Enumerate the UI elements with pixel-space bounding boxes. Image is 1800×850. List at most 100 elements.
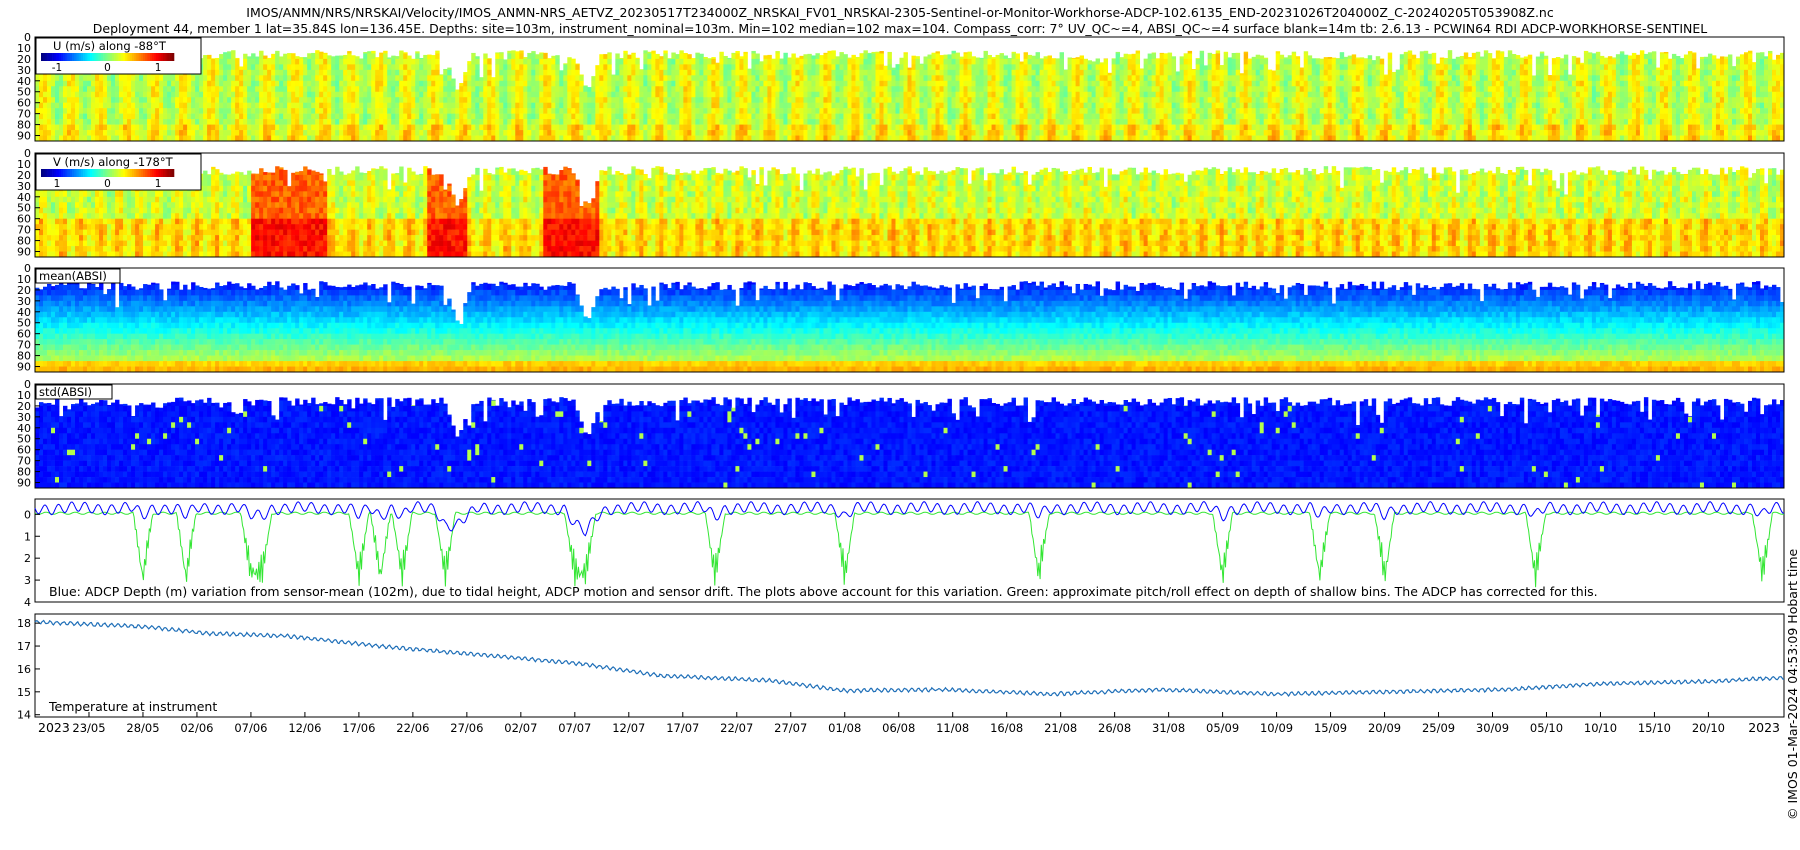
heatmap-cell	[211, 114, 215, 120]
heatmap-cell	[347, 81, 351, 87]
heatmap-cell	[395, 86, 399, 92]
heatmap-cell	[59, 125, 63, 131]
heatmap-cell	[271, 119, 275, 125]
heatmap-cell	[315, 75, 319, 81]
heatmap-cell	[131, 114, 135, 120]
heatmap-cell	[59, 75, 63, 81]
heatmap-cell	[107, 114, 111, 120]
heatmap-cell	[299, 119, 303, 125]
heatmap-cell	[323, 136, 327, 142]
heatmap-cell	[231, 108, 235, 114]
heatmap-cell	[147, 92, 151, 98]
heatmap-cell	[391, 119, 395, 125]
heatmap-cell	[191, 114, 195, 120]
heatmap-cell	[279, 56, 283, 59]
heatmap-cell	[359, 125, 363, 131]
heatmap-cell	[259, 119, 263, 125]
heatmap-cell	[67, 92, 71, 98]
heatmap-cell	[387, 70, 391, 76]
heatmap-cell	[107, 119, 111, 125]
heatmap-cell	[95, 97, 99, 103]
heatmap-cell	[119, 119, 123, 125]
heatmap-cell	[411, 108, 415, 114]
heatmap-cell	[187, 136, 191, 142]
heatmap-cell	[91, 119, 95, 125]
heatmap-cell	[327, 81, 331, 87]
heatmap-cell	[183, 119, 187, 125]
heatmap-cell	[339, 86, 343, 92]
heatmap-cell	[251, 119, 255, 125]
heatmap-cell	[395, 108, 399, 114]
heatmap-cell	[283, 108, 287, 114]
heatmap-cell	[295, 86, 299, 92]
heatmap-cell	[375, 114, 379, 120]
heatmap-cell	[43, 97, 47, 103]
heatmap-cell	[271, 70, 275, 76]
heatmap-cell	[75, 119, 79, 125]
heatmap-cell	[235, 92, 239, 98]
heatmap-cell	[359, 81, 363, 87]
heatmap-cell	[323, 119, 327, 125]
heatmap-cell	[327, 119, 331, 125]
heatmap-cell	[243, 114, 247, 120]
heatmap-cell	[331, 97, 335, 103]
heatmap-cell	[223, 86, 227, 92]
heatmap-cell	[291, 75, 295, 81]
heatmap-cell	[299, 86, 303, 92]
heatmap-cell	[283, 136, 287, 142]
heatmap-cell	[383, 103, 387, 109]
heatmap-cell	[203, 55, 207, 59]
heatmap-cell	[331, 119, 335, 125]
heatmap-cell	[71, 114, 75, 120]
heatmap-cell	[191, 103, 195, 109]
heatmap-cell	[343, 70, 347, 76]
heatmap-cell	[391, 108, 395, 114]
heatmap-cell	[159, 108, 163, 114]
heatmap-cell	[183, 114, 187, 120]
heatmap-cell	[35, 130, 39, 136]
heatmap-cell	[303, 119, 307, 125]
heatmap-cell	[203, 103, 207, 109]
heatmap-cell	[179, 136, 183, 142]
heatmap-cell	[75, 92, 79, 98]
heatmap-cell	[431, 130, 435, 136]
heatmap-cell	[131, 81, 135, 87]
heatmap-cell	[375, 108, 379, 114]
heatmap-cell	[219, 136, 223, 142]
heatmap-cell	[255, 86, 259, 92]
heatmap-cell	[395, 103, 399, 109]
heatmap-cell	[47, 86, 51, 92]
heatmap-cell	[259, 103, 263, 109]
heatmap-cell	[75, 81, 79, 87]
heatmap-cell	[247, 108, 251, 114]
heatmap-cell	[279, 92, 283, 98]
heatmap-cell	[147, 108, 151, 114]
heatmap-cell	[227, 119, 231, 125]
heatmap-cell	[247, 81, 251, 87]
heatmap-cell	[339, 136, 343, 142]
heatmap-cell	[367, 86, 371, 92]
heatmap-cell	[203, 119, 207, 125]
heatmap-cell	[195, 92, 199, 98]
heatmap-cell	[83, 97, 87, 103]
heatmap-cell	[183, 130, 187, 136]
heatmap-cell	[291, 70, 295, 76]
heatmap-cell	[375, 81, 379, 87]
heatmap-cell	[119, 81, 123, 87]
heatmap-cell	[431, 114, 435, 120]
heatmap-cell	[47, 81, 51, 87]
heatmap-cell	[271, 86, 275, 92]
heatmap-cell	[367, 119, 371, 125]
heatmap-cell	[291, 136, 295, 142]
heatmap-cell	[111, 114, 115, 120]
heatmap-cell	[343, 103, 347, 109]
heatmap-cell	[391, 75, 395, 81]
heatmap-cell	[135, 97, 139, 103]
heatmap-cell	[415, 64, 419, 70]
heatmap-cell	[107, 103, 111, 109]
heatmap-cell	[431, 55, 435, 59]
heatmap-cell	[111, 103, 115, 109]
heatmap-cell	[143, 114, 147, 120]
heatmap-cell	[427, 70, 431, 76]
heatmap-cell	[423, 55, 427, 59]
